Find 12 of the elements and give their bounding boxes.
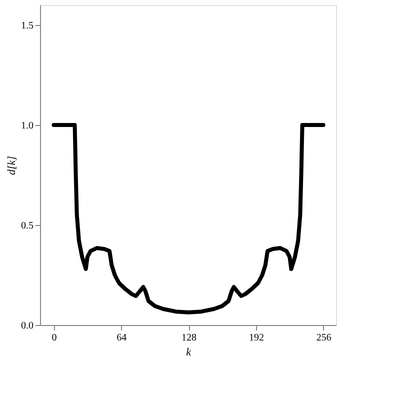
line-series: [52, 123, 326, 314]
x-tick-label: 0: [52, 332, 57, 344]
x-axis-title: k: [186, 346, 192, 358]
x-tick-label: 192: [248, 332, 264, 344]
y-axis-title: d[k]: [6, 156, 18, 175]
y-tick-label: 1.0: [21, 120, 34, 132]
y-tick-label: 0.5: [21, 220, 34, 232]
y-tick-label: 1.5: [21, 20, 34, 32]
x-tick-label: 128: [182, 332, 197, 344]
x-tick-label: 256: [316, 332, 332, 344]
x-tick-label: 64: [116, 332, 127, 344]
y-tick-label: 0.0: [21, 320, 34, 332]
